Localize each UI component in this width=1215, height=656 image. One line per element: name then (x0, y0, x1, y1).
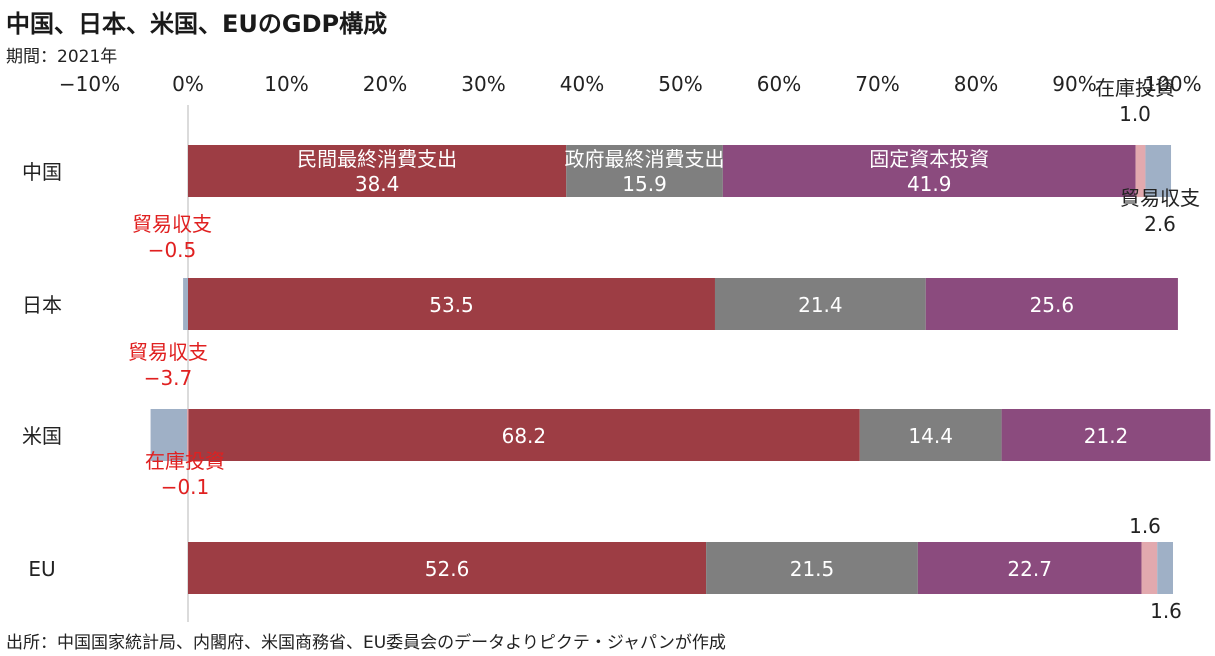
source-note: 出所：中国国家統計局、内閣府、米国商務省、EU委員会のデータよりピクテ・ジャパン… (6, 633, 726, 653)
bar-segment-private-consumption (188, 145, 567, 197)
bar-segment-private-consumption (188, 542, 707, 594)
x-tick-label: 70% (855, 72, 899, 96)
bar-segment-trade (1145, 145, 1172, 197)
segment-value-label: 15.9 (622, 172, 667, 196)
segment-value-label: 21.5 (790, 557, 835, 581)
segment-value-label: 22.7 (1007, 557, 1052, 581)
segment-value-label: 68.2 (502, 424, 547, 448)
x-tick-label: 80% (954, 72, 998, 96)
x-tick-label: 30% (461, 72, 505, 96)
bar-segment-inventory (187, 409, 189, 461)
category-label: EU (28, 557, 55, 581)
bar-segment-government-consumption (706, 542, 918, 594)
bar-segment-trade (150, 409, 188, 461)
annotation-label: −0.1 (161, 475, 210, 499)
bar-segment-government-consumption (859, 409, 1002, 461)
x-tick-label: 50% (658, 72, 702, 96)
x-tick-label: 90% (1052, 72, 1096, 96)
bar-segment-private-consumption (188, 278, 715, 330)
bar-segment-government-consumption (714, 278, 926, 330)
annotation-label: 1.0 (1119, 102, 1151, 126)
segment-value-label: 21.2 (1084, 424, 1129, 448)
segment-value-label: 21.4 (798, 293, 843, 317)
annotation-label: 1.6 (1150, 599, 1182, 623)
x-tick-label: 10% (264, 72, 308, 96)
x-tick-label: 40% (560, 72, 604, 96)
x-tick-label: 100% (1144, 72, 1201, 96)
bar-segment-inventory (1141, 542, 1158, 594)
bar-segment-fixed-investment (917, 542, 1142, 594)
x-tick-label: −10% (59, 72, 120, 96)
x-tick-label: 20% (363, 72, 407, 96)
bar-segment-fixed-investment (925, 278, 1178, 330)
annotation-label: 貿易収支 (132, 212, 212, 236)
category-label: 米国 (22, 424, 62, 448)
bar-segment-fixed-investment (1001, 409, 1211, 461)
segment-name-label: 政府最終消費支出 (565, 147, 725, 171)
bar-segment-trade (183, 278, 188, 330)
chart-title: 中国、日本、米国、EUのGDP構成 (6, 10, 388, 38)
x-tick-label: 60% (757, 72, 801, 96)
annotation-label: 在庫投資 (145, 449, 225, 473)
segment-value-label: 38.4 (355, 172, 400, 196)
bar-segment-fixed-investment (722, 145, 1136, 197)
segment-value-label: 41.9 (907, 172, 952, 196)
category-label: 日本 (22, 293, 62, 317)
annotation-label: 1.6 (1129, 514, 1161, 538)
annotation-label: −3.7 (144, 366, 193, 390)
bar-segment-inventory (1135, 145, 1146, 197)
segment-name-label: 民間最終消費支出 (297, 147, 457, 171)
annotation-label: 貿易収支 (128, 340, 208, 364)
annotation-label: 貿易収支 (1120, 186, 1200, 210)
segment-value-label: 53.5 (429, 293, 474, 317)
bar-segment-government-consumption (566, 145, 723, 197)
annotation-label: 2.6 (1144, 212, 1176, 236)
period-label: 期間：2021年 (6, 47, 118, 67)
segment-name-label: 固定資本投資 (869, 147, 989, 171)
category-label: 中国 (22, 160, 62, 184)
bar-segment-private-consumption (188, 409, 860, 461)
bar-segment-trade (1157, 542, 1173, 594)
segment-value-label: 52.6 (425, 557, 470, 581)
x-tick-label: 0% (172, 72, 204, 96)
annotation-label: −0.5 (148, 238, 197, 262)
segment-value-label: 25.6 (1030, 293, 1075, 317)
segment-value-label: 14.4 (908, 424, 953, 448)
annotation-label: 在庫投資 (1095, 76, 1175, 100)
